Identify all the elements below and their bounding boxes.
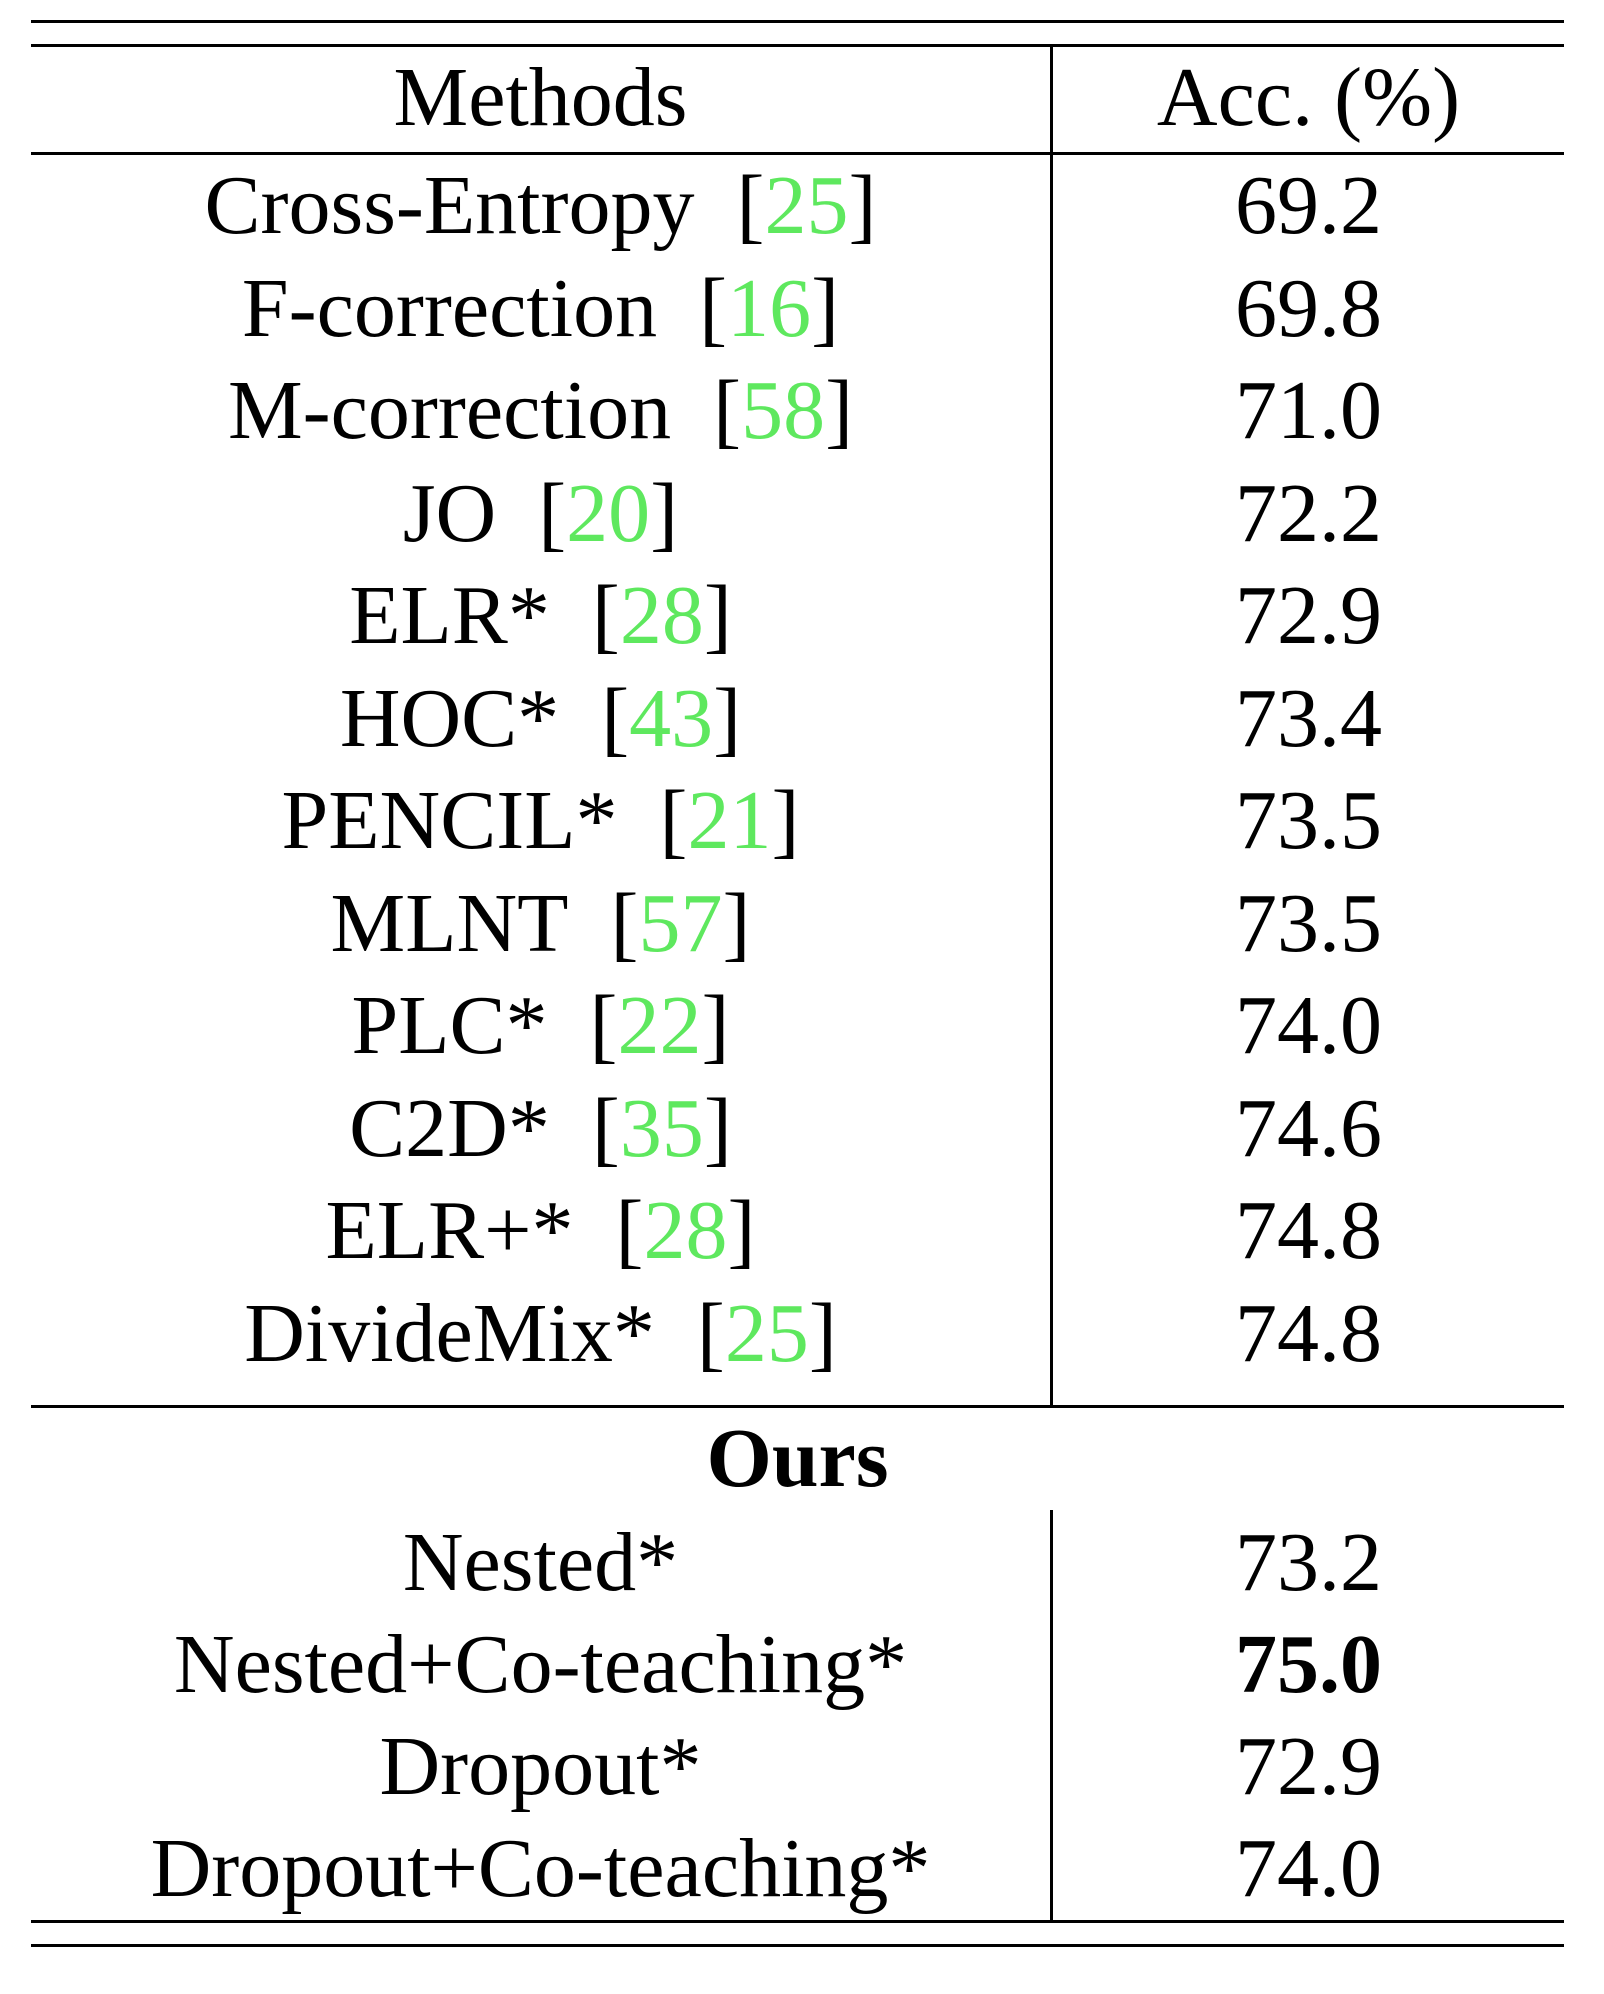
method-name: PLC* — [351, 979, 548, 1072]
method-name: PENCIL* — [281, 774, 618, 867]
method-name: Nested+Co-teaching* — [173, 1618, 908, 1711]
acc-cell: 74.8 — [1235, 1286, 1382, 1380]
citation-link[interactable]: 22 — [617, 979, 702, 1072]
ours-rule — [31, 1405, 1564, 1408]
acc-cell: 72.2 — [1235, 466, 1382, 560]
acc-cell: 74.8 — [1235, 1184, 1382, 1277]
method-name: F-correction — [241, 261, 658, 355]
citation-link[interactable]: 21 — [687, 774, 772, 867]
method-name: ELR+* — [325, 1184, 574, 1277]
table-row: Cross-Entropy [25] 69.2 — [31, 155, 1564, 257]
method-cell: DivideMix* [25] — [244, 1286, 837, 1380]
method-cell: ELR+* [28] — [325, 1184, 756, 1277]
top-rule-1 — [31, 20, 1564, 23]
acc-cell: 74.0 — [1235, 979, 1382, 1072]
citation-link[interactable]: 28 — [619, 569, 704, 662]
table-row: DivideMix* [25] 74.8 — [31, 1283, 1564, 1385]
bottom-rule-2 — [31, 1944, 1564, 1947]
table-row: Dropout+Co-teaching* 74.0 — [31, 1818, 1564, 1920]
citation-link[interactable]: 58 — [741, 364, 826, 457]
table-row: PENCIL* [21] 73.5 — [31, 770, 1564, 872]
acc-cell: 69.8 — [1235, 261, 1382, 355]
table-row: ELR* [28] 72.9 — [31, 565, 1564, 667]
column-divider-top — [1050, 47, 1053, 1405]
method-name: Cross-Entropy — [204, 159, 695, 252]
citation-link[interactable]: 57 — [638, 876, 723, 970]
table-row: HOC* [43] 73.4 — [31, 668, 1564, 770]
header-methods: Methods — [393, 51, 688, 144]
method-name: DivideMix* — [244, 1286, 655, 1380]
table-row: Dropout* 72.9 — [31, 1716, 1564, 1818]
header-rule — [31, 152, 1564, 155]
method-cell: HOC* [43] — [339, 671, 742, 765]
acc-cell: 69.2 — [1235, 159, 1382, 252]
citation-link[interactable]: 28 — [643, 1184, 728, 1277]
acc-cell: 71.0 — [1235, 364, 1382, 457]
citation-link[interactable]: 43 — [629, 671, 714, 765]
citation-link[interactable]: 25 — [724, 1286, 809, 1380]
column-divider-bottom — [1050, 1510, 1053, 1920]
acc-cell: 73.4 — [1235, 671, 1382, 765]
table-row: ELR+* [28] 74.8 — [31, 1180, 1564, 1282]
acc-cell: 74.6 — [1235, 1081, 1382, 1175]
acc-cell: 73.5 — [1235, 774, 1382, 867]
table-row: Nested+Co-teaching* 75.0 — [31, 1614, 1564, 1716]
top-rule-2 — [31, 44, 1564, 47]
header-acc: Acc. (%) — [1156, 51, 1461, 144]
citation-link[interactable]: 35 — [619, 1081, 704, 1175]
method-name: MLNT — [330, 876, 569, 970]
table-row: MLNT [57] 73.5 — [31, 873, 1564, 975]
acc-cell: 72.9 — [1235, 1720, 1382, 1813]
acc-cell: 75.0 — [1235, 1618, 1382, 1711]
method-name: JO — [402, 466, 497, 560]
ours-label: Ours — [706, 1412, 889, 1505]
citation-link[interactable]: 16 — [727, 261, 812, 355]
acc-cell: 73.2 — [1235, 1516, 1382, 1609]
citation-link[interactable]: 25 — [764, 159, 849, 252]
method-cell: PLC* [22] — [351, 979, 730, 1072]
method-cell: JO [20] — [402, 466, 679, 560]
method-name: M-correction — [227, 364, 672, 457]
table-row: PLC* [22] 74.0 — [31, 975, 1564, 1077]
ours-label-row: Ours — [31, 1408, 1564, 1510]
method-cell: MLNT [57] — [330, 876, 751, 970]
method-cell: F-correction [16] — [241, 261, 840, 355]
results-table: Methods Acc. (%) Cross-Entropy [25] 69.2 F… — [31, 20, 1564, 1970]
method-name: Dropout+Co-teaching* — [150, 1822, 931, 1915]
method-cell: Cross-Entropy [25] — [204, 159, 877, 252]
method-cell: C2D* [35] — [349, 1081, 732, 1175]
method-cell: ELR* [28] — [349, 569, 732, 662]
acc-cell: 74.0 — [1235, 1822, 1382, 1915]
method-name: Nested* — [402, 1516, 679, 1609]
method-name: Dropout* — [379, 1720, 702, 1813]
acc-cell: 72.9 — [1235, 569, 1382, 662]
method-cell: PENCIL* [21] — [281, 774, 800, 867]
table-row: F-correction [16] 69.8 — [31, 258, 1564, 360]
header-row: Methods Acc. (%) — [31, 47, 1564, 149]
table-row: JO [20] 72.2 — [31, 463, 1564, 565]
table-row: Nested* 73.2 — [31, 1512, 1564, 1614]
method-name: C2D* — [349, 1081, 550, 1175]
citation-link[interactable]: 20 — [566, 466, 651, 560]
table-row: M-correction [58] 71.0 — [31, 360, 1564, 462]
method-name: HOC* — [339, 671, 560, 765]
table-row: C2D* [35] 74.6 — [31, 1078, 1564, 1180]
method-cell: M-correction [58] — [227, 364, 854, 457]
acc-cell: 73.5 — [1235, 876, 1382, 970]
bottom-rule-1 — [31, 1920, 1564, 1923]
method-name: ELR* — [349, 569, 550, 662]
